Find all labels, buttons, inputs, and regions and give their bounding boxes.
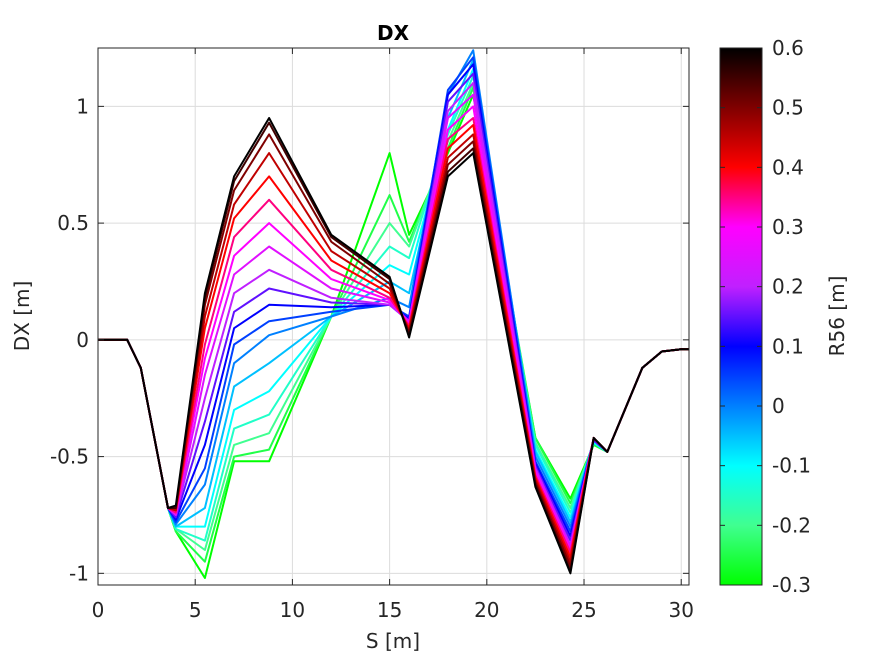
colorbar (719, 47, 763, 586)
colorbar-tick-label: 0.4 (772, 155, 804, 179)
series-lines (98, 49, 689, 579)
colorbar-tick-label: 0.1 (772, 334, 804, 358)
x-tick-label: 5 (189, 598, 202, 622)
colorbar-tick-label: -0.1 (772, 454, 811, 478)
colorbar-ticks: 0.6 0.5 0.4 0.3 0.2 0.1 0 -0.1 -0.2 -0.3 (720, 36, 811, 597)
series-line (98, 117, 689, 575)
colorbar-tick-label: -0.2 (772, 513, 811, 537)
y-axis-label: DX [m] (10, 281, 34, 352)
colorbar-tick-label: 0 (772, 394, 785, 418)
chart-title: DX (377, 21, 410, 45)
x-tick-label: 25 (571, 598, 596, 622)
x-tick-label: 15 (377, 598, 402, 622)
x-axis-label: S [m] (366, 629, 420, 653)
colorbar-tick-label: 0.2 (772, 275, 804, 299)
x-tick-label: 30 (668, 598, 693, 622)
colorbar-label: R56 [m] (825, 276, 849, 357)
y-tick-label: -0.5 (50, 445, 89, 469)
x-axis: 0 5 10 15 20 25 30 (92, 48, 694, 622)
y-tick-label: 0.5 (57, 211, 89, 235)
y-axis: -1 -0.5 0 0.5 1 (50, 94, 689, 585)
plot-area (98, 48, 689, 585)
grid (97, 48, 689, 585)
y-tick-label: -1 (69, 561, 89, 585)
colorbar-tick-label: 0.6 (772, 36, 804, 60)
y-tick-label: 0 (76, 328, 89, 352)
plot-frame (97, 47, 690, 586)
x-tick-label: 10 (280, 598, 305, 622)
colorbar-tick-label: 0.5 (772, 96, 804, 120)
x-tick-label: 20 (474, 598, 499, 622)
colorbar-tick-label: -0.3 (772, 573, 811, 597)
x-tick-label: 0 (92, 598, 105, 622)
y-tick-label: 1 (76, 94, 89, 118)
colorbar-tick-label: 0.3 (772, 215, 804, 239)
